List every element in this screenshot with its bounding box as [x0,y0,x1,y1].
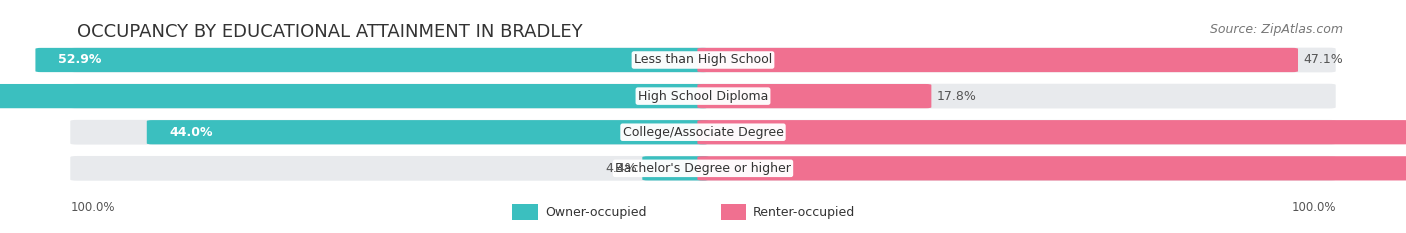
Text: 100.0%: 100.0% [1291,201,1336,214]
Text: 100.0%: 100.0% [70,201,115,214]
Text: 17.8%: 17.8% [936,90,977,103]
Text: College/Associate Degree: College/Associate Degree [623,126,783,139]
Text: Source: ZipAtlas.com: Source: ZipAtlas.com [1209,23,1343,36]
Text: Bachelor's Degree or higher: Bachelor's Degree or higher [614,162,792,175]
Text: 44.0%: 44.0% [169,126,212,139]
Text: 52.9%: 52.9% [58,54,101,66]
Text: 4.4%: 4.4% [605,162,637,175]
Text: Less than High School: Less than High School [634,54,772,66]
Text: Owner-occupied: Owner-occupied [546,206,647,219]
Text: 47.1%: 47.1% [1303,54,1343,66]
Text: Renter-occupied: Renter-occupied [754,206,855,219]
Text: High School Diploma: High School Diploma [638,90,768,103]
Text: OCCUPANCY BY EDUCATIONAL ATTAINMENT IN BRADLEY: OCCUPANCY BY EDUCATIONAL ATTAINMENT IN B… [77,23,583,41]
